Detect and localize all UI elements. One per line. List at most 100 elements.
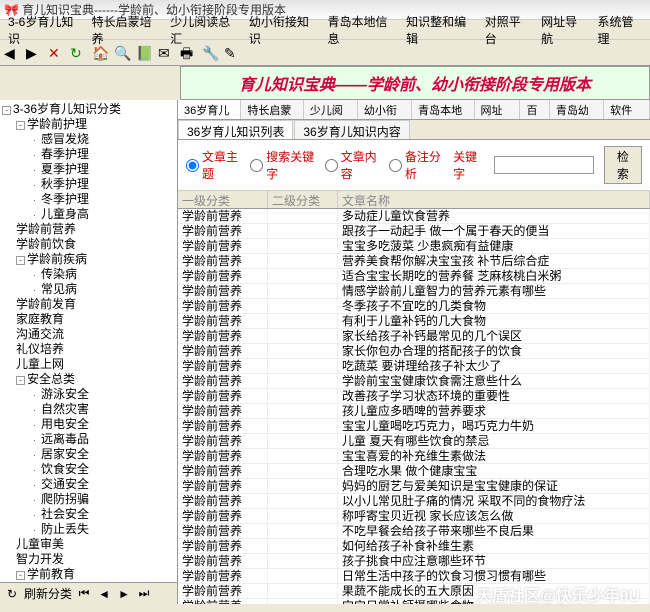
top-tab[interactable]: 幼小衔接知: [358, 100, 412, 119]
tree-node[interactable]: ·饮食安全: [2, 462, 175, 477]
tree-node[interactable]: ·夏季护理: [2, 162, 175, 177]
table-row[interactable]: 学龄前营养果蔬不能成长的五大原因: [178, 584, 650, 599]
tree-node[interactable]: ·自然灾害: [2, 402, 175, 417]
tree-node[interactable]: 学龄前营养: [2, 222, 175, 237]
menu-item[interactable]: 系统管理: [592, 11, 648, 49]
table-row[interactable]: 学龄前营养宝宝儿童喝吃巧克力，喝巧克力牛奶: [178, 419, 650, 434]
tree-node[interactable]: 智力开发: [2, 552, 175, 567]
table-row[interactable]: 学龄前营养家长给孩子补钙最常见的几个误区: [178, 329, 650, 344]
tree-node[interactable]: -安全总类: [2, 372, 175, 387]
table-row[interactable]: 学龄前营养合理吃水果 做个健康宝宝: [178, 464, 650, 479]
filter-option[interactable]: 备注分析: [389, 148, 443, 182]
filter-option[interactable]: 文章主题: [186, 148, 240, 182]
tree-node[interactable]: ·传染病: [2, 267, 175, 282]
forward-icon[interactable]: ▶: [26, 45, 42, 61]
tree-node[interactable]: -3-36岁育儿知识分类: [2, 102, 175, 117]
menu-item[interactable]: 幼小衔接知识: [243, 11, 322, 49]
back-icon[interactable]: ◀: [4, 45, 20, 61]
table-row[interactable]: 学龄前营养日常生活中孩子的饮食习惯习惯有哪些: [178, 569, 650, 584]
top-tab[interactable]: 特长启蒙培养: [241, 100, 303, 119]
tree-node[interactable]: ·常见病: [2, 282, 175, 297]
tree-node[interactable]: 沟通交流: [2, 327, 175, 342]
table-row[interactable]: 学龄前营养情感学龄前儿童智力的营养元素有哪些: [178, 284, 650, 299]
grid-col-header[interactable]: 文章名称: [338, 191, 650, 208]
table-row[interactable]: 学龄前营养妈妈的厨艺与爱美知识是宝宝健康的保证: [178, 479, 650, 494]
tree-node[interactable]: ·秋季护理: [2, 177, 175, 192]
menu-item[interactable]: 青岛本地信息: [321, 11, 400, 49]
table-row[interactable]: 学龄前营养多动症儿童饮食营养: [178, 209, 650, 224]
home-icon[interactable]: 🏠: [92, 45, 108, 61]
top-tab[interactable]: 软件详情: [604, 100, 650, 119]
table-row[interactable]: 学龄前营养有利于儿童补钙的几大食物: [178, 314, 650, 329]
table-row[interactable]: 学龄前营养宝宝多吃菠菜 少患疯痴有益健康: [178, 239, 650, 254]
tree-node[interactable]: -学龄前护理: [2, 117, 175, 132]
table-row[interactable]: 学龄前营养孩儿童应多晒啤的营养要求: [178, 404, 650, 419]
prev-icon[interactable]: ◄: [96, 587, 112, 601]
tree-node[interactable]: 家庭教育: [2, 312, 175, 327]
menu-item[interactable]: 特长启蒙培养: [86, 11, 165, 49]
table-row[interactable]: 学龄前营养孩子挑食中应注意哪些环节: [178, 554, 650, 569]
tree-node[interactable]: ·儿童身高: [2, 207, 175, 222]
top-tab[interactable]: 网址导航: [475, 100, 521, 119]
menu-item[interactable]: 3-6岁育儿知识: [2, 11, 86, 49]
menu-item[interactable]: 网址导航: [535, 11, 591, 49]
tree-node[interactable]: ·社会安全: [2, 507, 175, 522]
tree-node[interactable]: ·春季护理: [2, 147, 175, 162]
refresh-icon[interactable]: ↻: [70, 45, 86, 61]
filter-option[interactable]: 搜索关键字: [250, 148, 314, 182]
menu-item[interactable]: 对照平台: [479, 11, 535, 49]
table-row[interactable]: 学龄前营养营养美食帮你解决宝宝孩 补节后综合症: [178, 254, 650, 269]
last-icon[interactable]: ⏭: [136, 586, 152, 601]
top-tab[interactable]: 青岛本地信息: [412, 100, 474, 119]
first-icon[interactable]: ⏮: [76, 586, 92, 601]
table-row[interactable]: 学龄前营养家长你包办合理的搭配孩子的饮食: [178, 344, 650, 359]
top-tab[interactable]: 少儿阅读汇: [304, 100, 358, 119]
table-row[interactable]: 学龄前营养称呼寄宝贝近视 家长应该怎么做: [178, 509, 650, 524]
tree-node[interactable]: ·冬季护理: [2, 192, 175, 207]
tree-node[interactable]: 儿童上网: [2, 357, 175, 372]
tree-node[interactable]: ·感冒发烧: [2, 132, 175, 147]
table-row[interactable]: 学龄前营养学龄前宝宝健康饮食需注意些什么: [178, 374, 650, 389]
tree-node[interactable]: 学龄前饮食: [2, 237, 175, 252]
edit-icon[interactable]: ✎: [224, 45, 240, 61]
grid-col-header[interactable]: 一级分类: [178, 191, 268, 208]
search-button[interactable]: 检索: [604, 146, 642, 184]
tree-node[interactable]: 儿童审美: [2, 537, 175, 552]
menu-item[interactable]: 知识整和编辑: [400, 11, 479, 49]
tool-icon[interactable]: 🔧: [202, 45, 218, 61]
search-icon[interactable]: 🔍: [114, 45, 130, 61]
tool-icon[interactable]: ✕: [48, 45, 64, 61]
tree-node[interactable]: ·远离毒品: [2, 432, 175, 447]
table-row[interactable]: 学龄前营养宝宝喜爱的补充维生素做法: [178, 449, 650, 464]
table-row[interactable]: 学龄前营养不吃早餐会给孩子带来哪些不良后果: [178, 524, 650, 539]
tree-node[interactable]: 学龄前发育: [2, 297, 175, 312]
mail-icon[interactable]: ✉: [158, 45, 174, 61]
tree-node[interactable]: ·交通安全: [2, 477, 175, 492]
tree-node[interactable]: ·居家安全: [2, 447, 175, 462]
tree-node[interactable]: ·防止丢失: [2, 522, 175, 537]
table-row[interactable]: 学龄前营养跟孩子一动起手 做一个属于春天的便当: [178, 224, 650, 239]
menu-item[interactable]: 少儿阅读总汇: [164, 11, 243, 49]
tree-node[interactable]: 礼仪培养: [2, 342, 175, 357]
history-icon[interactable]: 📗: [136, 45, 152, 61]
table-row[interactable]: 学龄前营养适合宝宝长期吃的营养餐 芝麻核桃白米粥: [178, 269, 650, 284]
table-row[interactable]: 学龄前营养以小儿常见肚子痛的情况 采取不同的食物疗法: [178, 494, 650, 509]
tree-node[interactable]: ·爬防拐骗: [2, 492, 175, 507]
tree-node[interactable]: -学前教育: [2, 567, 175, 582]
top-tab[interactable]: 36岁育儿知识: [178, 100, 241, 119]
search-input[interactable]: [494, 156, 594, 174]
sub-tab[interactable]: 36岁育儿知识内容: [294, 120, 409, 139]
top-tab[interactable]: 青岛幼儿网: [550, 100, 604, 119]
table-row[interactable]: 学龄前营养冬季孩子不宜吃的几类食物: [178, 299, 650, 314]
table-row[interactable]: 学龄前营养宝宝日常补钙摄哪些食物: [178, 599, 650, 604]
filter-option[interactable]: 文章内容: [325, 148, 379, 182]
tree-node[interactable]: ·游泳安全: [2, 387, 175, 402]
tree-node[interactable]: -学龄前疾病: [2, 252, 175, 267]
refresh-tree-label[interactable]: 刷新分类: [24, 585, 72, 602]
grid-col-header[interactable]: 二级分类: [268, 191, 338, 208]
print-icon[interactable]: 🖶: [180, 45, 196, 61]
tree-node[interactable]: ·用电安全: [2, 417, 175, 432]
table-row[interactable]: 学龄前营养如何给孩子补食补维生素: [178, 539, 650, 554]
refresh-tree-icon[interactable]: ↻: [4, 587, 20, 601]
table-row[interactable]: 学龄前营养吃蔬菜 要讲理给孩子补太少了: [178, 359, 650, 374]
